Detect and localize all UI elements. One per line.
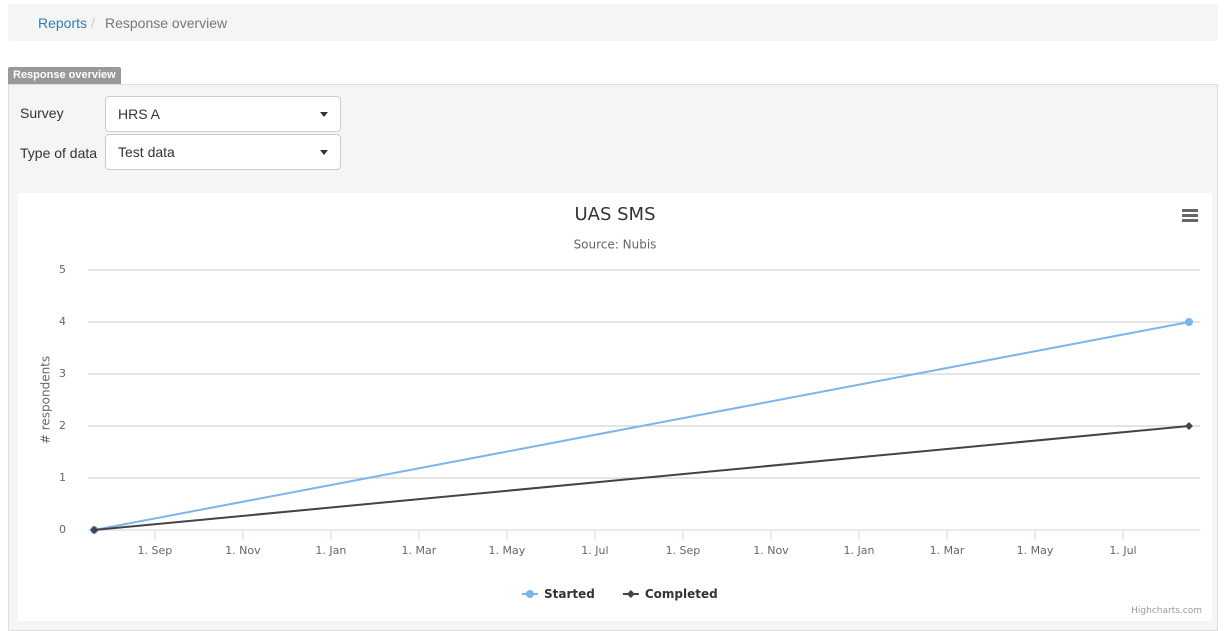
menu-icon — [1182, 219, 1198, 222]
x-tick-label: 1. Jan — [843, 544, 874, 557]
x-tick-label: 1. Nov — [753, 544, 789, 557]
field-label: Type of data — [20, 145, 98, 161]
x-tick-label: 1. May — [489, 544, 526, 557]
x-tick-label: 1. Sep — [666, 544, 701, 557]
chart-subtitle: Source: Nubis — [574, 238, 657, 252]
line — [94, 425, 1190, 531]
legend-label: Started — [544, 587, 595, 601]
chart: UAS SMS Source: Nubis # respondents High… — [39, 204, 1203, 616]
line — [93, 321, 1190, 531]
x-tick-label: 1. Sep — [138, 544, 173, 557]
marker — [1184, 422, 1193, 430]
breadcrumb-separator: / — [91, 15, 95, 31]
field-label: Survey — [20, 105, 64, 121]
credit: Highcharts.com — [1131, 606, 1202, 616]
menu-button[interactable] — [1182, 209, 1198, 222]
y-tick-label: 5 — [59, 263, 66, 276]
breadcrumb: Reports / Response overview — [8, 4, 1218, 41]
select[interactable]: Test data — [105, 134, 341, 170]
x-tick-label: 1. May — [1017, 544, 1054, 557]
y-tick-label: 3 — [59, 367, 66, 380]
panel-label: Response overview — [8, 67, 121, 84]
x-tick-label: 1. Jan — [315, 544, 346, 557]
x-tick-label: 1. Nov — [225, 544, 261, 557]
breadcrumb-current: Response overview — [105, 15, 228, 31]
legend-item[interactable]: Completed — [622, 587, 718, 601]
breadcrumb-link[interactable]: Reports — [38, 15, 88, 31]
y-tick-label: 1 — [59, 471, 66, 484]
x-tick-label: 1. Jul — [1109, 544, 1136, 557]
select[interactable]: HRS A — [105, 96, 341, 132]
y-axis-label: # respondents — [39, 356, 53, 444]
y-tick-label: 0 — [59, 523, 66, 536]
legend-label: Completed — [645, 587, 718, 601]
marker — [90, 526, 99, 534]
legend-marker — [526, 590, 534, 598]
menu-icon — [1182, 209, 1198, 212]
chart-container: UAS SMS Source: Nubis # respondents High… — [18, 193, 1212, 621]
marker — [1184, 318, 1193, 326]
chart-title: UAS SMS — [574, 204, 655, 225]
legend-marker — [626, 590, 635, 598]
select-value: Test data — [118, 144, 175, 160]
legend-item[interactable]: Started — [522, 587, 595, 601]
x-tick-label: 1. Mar — [402, 544, 437, 557]
y-tick-label: 4 — [59, 315, 66, 328]
select-value: HRS A — [118, 106, 161, 122]
x-tick-label: 1. Jul — [581, 544, 608, 557]
menu-icon — [1182, 214, 1198, 217]
x-tick-label: 1. Mar — [930, 544, 965, 557]
y-tick-label: 2 — [59, 419, 66, 432]
